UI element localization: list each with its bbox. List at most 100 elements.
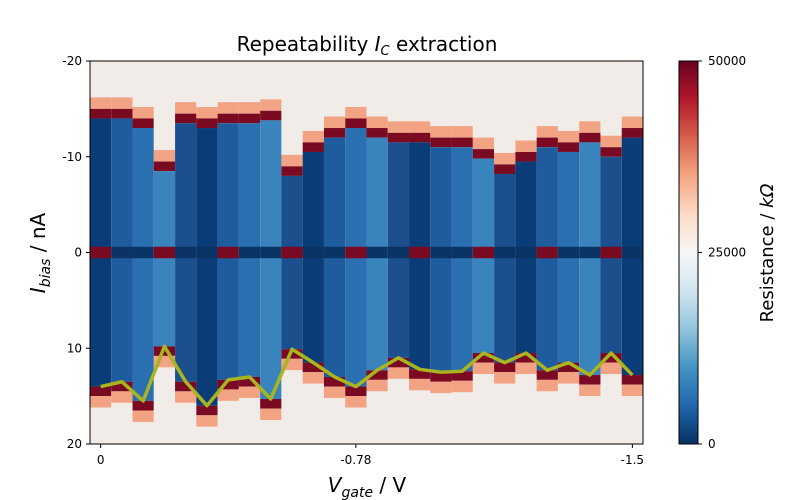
- transition-cell: [536, 379, 559, 392]
- transition-cell: [430, 137, 453, 148]
- superconducting-cell: [579, 142, 601, 376]
- zero-bias-cell: [557, 246, 580, 259]
- transition-cell: [472, 137, 495, 150]
- high-resistance-cell: [557, 383, 580, 444]
- zero-bias-cell: [430, 246, 453, 259]
- transition-cell: [217, 379, 240, 390]
- transition-cell: [557, 130, 580, 143]
- high-resistance-cell: [175, 61, 197, 103]
- transition-cell: [90, 386, 112, 397]
- superconducting-cell: [494, 173, 516, 363]
- heatmap-column: [579, 61, 601, 444]
- transition-cell: [621, 375, 643, 385]
- transition-cell: [600, 135, 623, 148]
- transition-cell: [387, 357, 410, 368]
- zero-bias-cell: [281, 246, 304, 259]
- transition-cell: [557, 142, 580, 152]
- y-axis-label: Ibias / nA: [26, 212, 55, 293]
- transition-cell: [153, 161, 176, 172]
- zero-bias-cell: [238, 246, 261, 259]
- high-resistance-cell: [302, 61, 325, 131]
- transition-cell: [260, 99, 282, 111]
- zero-bias-cell: [217, 246, 240, 259]
- colorbar-tick-label: 25000: [708, 246, 746, 260]
- transition-cell: [153, 150, 176, 162]
- transition-cell: [409, 132, 431, 143]
- high-resistance-cell: [153, 367, 176, 444]
- heatmap-column: [175, 61, 197, 444]
- heatmap-column: [153, 61, 176, 444]
- high-resistance-cell: [345, 61, 367, 107]
- x-axis-label: Vgate / V: [328, 473, 407, 500]
- transition-cell: [281, 349, 304, 359]
- high-resistance-cell: [196, 426, 219, 444]
- transition-cell: [132, 410, 155, 422]
- high-resistance-cell: [536, 391, 559, 444]
- high-resistance-cell: [238, 398, 261, 444]
- transition-cell: [472, 362, 495, 375]
- high-resistance-cell: [494, 383, 516, 444]
- transition-cell: [621, 128, 643, 138]
- transition-cell: [323, 386, 346, 399]
- transition-cell: [238, 386, 261, 399]
- high-resistance-cell: [90, 61, 112, 98]
- transition-cell: [196, 118, 219, 129]
- high-resistance-cell: [387, 61, 410, 122]
- transition-cell: [302, 362, 325, 373]
- transition-cell: [238, 113, 261, 124]
- high-resistance-cell: [430, 393, 453, 444]
- transition-cell: [409, 369, 431, 379]
- heatmap-column: [345, 61, 367, 444]
- transition-cell: [196, 405, 219, 416]
- transition-cell: [323, 376, 346, 387]
- heatmap-column: [536, 61, 559, 444]
- high-resistance-cell: [111, 402, 134, 444]
- high-resistance-cell: [366, 61, 389, 117]
- zero-bias-cell: [132, 246, 155, 259]
- heatmap-column: [451, 61, 474, 444]
- transition-cell: [557, 362, 580, 373]
- y-axis: -20 -10 0 10 20: [62, 54, 90, 451]
- ic-extraction-line: [100, 344, 634, 408]
- transition-cell: [451, 137, 474, 148]
- y-tick-label: 10: [67, 341, 82, 355]
- zero-bias-cell: [494, 246, 516, 259]
- heatmap-column: [302, 61, 325, 444]
- transition-cell: [196, 415, 219, 427]
- transition-cell: [515, 140, 538, 152]
- high-resistance-cell: [132, 421, 155, 444]
- transition-cell: [281, 358, 304, 371]
- transition-cell: [111, 391, 134, 403]
- high-resistance-cell: [281, 370, 304, 444]
- transition-cell: [281, 166, 304, 176]
- heatmap-column: [132, 61, 155, 444]
- superconducting-cell: [196, 128, 219, 406]
- high-resistance-cell: [90, 407, 112, 444]
- zero-bias-cell: [387, 246, 410, 259]
- transition-cell: [217, 113, 240, 124]
- transition-cell: [600, 362, 623, 375]
- transition-cell: [472, 353, 495, 363]
- zero-bias-cell: [515, 246, 538, 259]
- transition-cell: [430, 372, 453, 382]
- transition-cell: [409, 378, 431, 391]
- heatmap-column: [472, 61, 495, 444]
- colorbar-tick-label: 50000: [708, 54, 746, 68]
- high-resistance-cell: [494, 61, 516, 153]
- transition-cell: [132, 400, 155, 411]
- heatmap-column: [217, 61, 240, 444]
- colorbar-axis: 0 25000 50000: [698, 54, 746, 451]
- transition-cell: [494, 164, 516, 174]
- high-resistance-cell: [621, 396, 643, 444]
- transition-cell: [238, 376, 261, 387]
- zero-bias-cell: [451, 246, 474, 259]
- high-resistance-cell: [260, 61, 282, 100]
- transition-cell: [557, 372, 580, 384]
- transition-cell: [260, 110, 282, 121]
- x-axis: 0 -0.78 -1.5: [97, 444, 644, 467]
- colorbar-tick-label: 0: [708, 437, 716, 451]
- heatmap-column: [260, 61, 282, 444]
- transition-cell: [621, 116, 643, 129]
- high-resistance-cell: [557, 61, 580, 131]
- transition-cell: [494, 152, 516, 165]
